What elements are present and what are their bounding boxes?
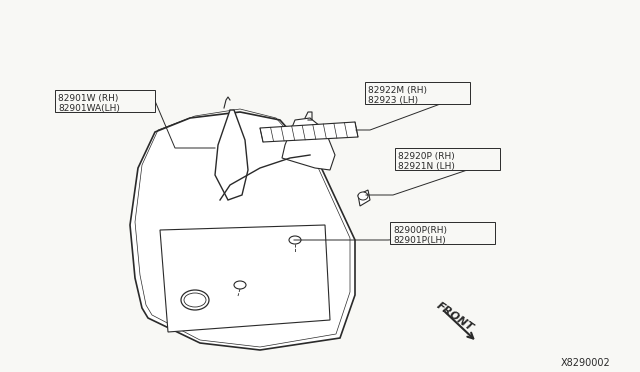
Polygon shape bbox=[130, 112, 355, 350]
Polygon shape bbox=[215, 110, 248, 200]
Ellipse shape bbox=[289, 236, 301, 244]
Polygon shape bbox=[282, 118, 335, 170]
Bar bbox=[395, 148, 500, 170]
Polygon shape bbox=[160, 225, 330, 332]
Ellipse shape bbox=[234, 281, 246, 289]
Text: FRONT: FRONT bbox=[435, 300, 476, 333]
Ellipse shape bbox=[181, 290, 209, 310]
Polygon shape bbox=[260, 122, 358, 142]
Text: 82900P(RH): 82900P(RH) bbox=[393, 226, 447, 235]
Text: X8290002: X8290002 bbox=[560, 358, 610, 368]
Text: 82901WA(LH): 82901WA(LH) bbox=[58, 104, 120, 113]
Text: 82920P (RH): 82920P (RH) bbox=[398, 152, 455, 161]
Ellipse shape bbox=[358, 192, 368, 200]
Text: 82923 (LH): 82923 (LH) bbox=[368, 96, 418, 105]
Text: 82922M (RH): 82922M (RH) bbox=[368, 86, 427, 95]
Text: 82901P(LH): 82901P(LH) bbox=[393, 236, 445, 245]
Bar bbox=[365, 82, 470, 104]
Bar bbox=[390, 222, 495, 244]
Bar bbox=[55, 90, 155, 112]
Polygon shape bbox=[358, 190, 370, 206]
Text: 82921N (LH): 82921N (LH) bbox=[398, 162, 455, 171]
Text: 82901W (RH): 82901W (RH) bbox=[58, 94, 118, 103]
